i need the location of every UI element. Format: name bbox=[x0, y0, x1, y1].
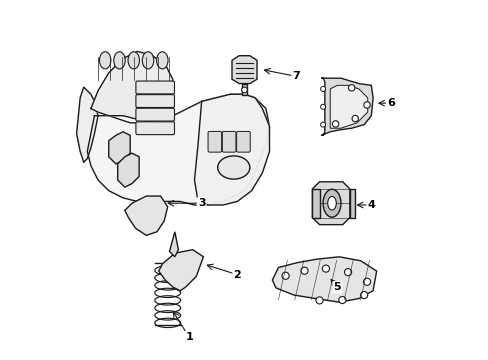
Ellipse shape bbox=[327, 197, 336, 210]
Circle shape bbox=[171, 265, 178, 272]
Ellipse shape bbox=[142, 52, 153, 69]
Polygon shape bbox=[272, 257, 376, 302]
Text: 6: 6 bbox=[386, 98, 394, 108]
Circle shape bbox=[315, 297, 323, 304]
Ellipse shape bbox=[156, 52, 168, 69]
Circle shape bbox=[322, 265, 329, 272]
Polygon shape bbox=[169, 232, 178, 257]
FancyBboxPatch shape bbox=[222, 131, 235, 152]
Circle shape bbox=[320, 122, 325, 127]
Text: 5: 5 bbox=[333, 282, 341, 292]
Circle shape bbox=[300, 267, 307, 274]
Circle shape bbox=[143, 221, 149, 228]
Text: 3: 3 bbox=[198, 198, 205, 208]
Circle shape bbox=[360, 292, 367, 298]
FancyBboxPatch shape bbox=[136, 81, 174, 94]
Polygon shape bbox=[349, 189, 354, 217]
Ellipse shape bbox=[217, 156, 249, 179]
Text: 4: 4 bbox=[366, 200, 374, 210]
FancyBboxPatch shape bbox=[136, 122, 174, 135]
Circle shape bbox=[139, 207, 145, 213]
Text: 7: 7 bbox=[292, 71, 300, 81]
Circle shape bbox=[320, 86, 325, 91]
Circle shape bbox=[185, 265, 192, 272]
Polygon shape bbox=[321, 78, 372, 135]
Circle shape bbox=[153, 207, 159, 213]
Circle shape bbox=[363, 278, 370, 285]
Ellipse shape bbox=[114, 52, 125, 69]
Polygon shape bbox=[329, 85, 367, 128]
Circle shape bbox=[241, 87, 247, 93]
Ellipse shape bbox=[323, 189, 340, 217]
Polygon shape bbox=[108, 132, 130, 164]
Polygon shape bbox=[87, 94, 269, 205]
Circle shape bbox=[171, 264, 185, 278]
FancyBboxPatch shape bbox=[136, 108, 174, 121]
Circle shape bbox=[320, 104, 325, 109]
Circle shape bbox=[348, 85, 354, 91]
Circle shape bbox=[332, 121, 338, 127]
Circle shape bbox=[351, 115, 358, 122]
Text: 2: 2 bbox=[233, 270, 241, 280]
FancyBboxPatch shape bbox=[136, 95, 174, 108]
Circle shape bbox=[344, 269, 351, 276]
Text: 1: 1 bbox=[185, 332, 193, 342]
Circle shape bbox=[363, 102, 369, 108]
Circle shape bbox=[338, 296, 345, 303]
Polygon shape bbox=[194, 94, 269, 205]
Polygon shape bbox=[242, 84, 246, 95]
FancyBboxPatch shape bbox=[207, 131, 221, 152]
Polygon shape bbox=[124, 196, 167, 235]
Circle shape bbox=[282, 272, 288, 279]
Ellipse shape bbox=[99, 52, 111, 69]
Polygon shape bbox=[312, 182, 349, 225]
Polygon shape bbox=[312, 189, 319, 217]
Ellipse shape bbox=[128, 52, 139, 69]
Polygon shape bbox=[91, 51, 173, 119]
Polygon shape bbox=[159, 249, 203, 291]
Polygon shape bbox=[118, 153, 139, 187]
Circle shape bbox=[175, 268, 181, 274]
Polygon shape bbox=[77, 87, 98, 162]
FancyBboxPatch shape bbox=[236, 131, 250, 152]
Polygon shape bbox=[231, 56, 257, 84]
